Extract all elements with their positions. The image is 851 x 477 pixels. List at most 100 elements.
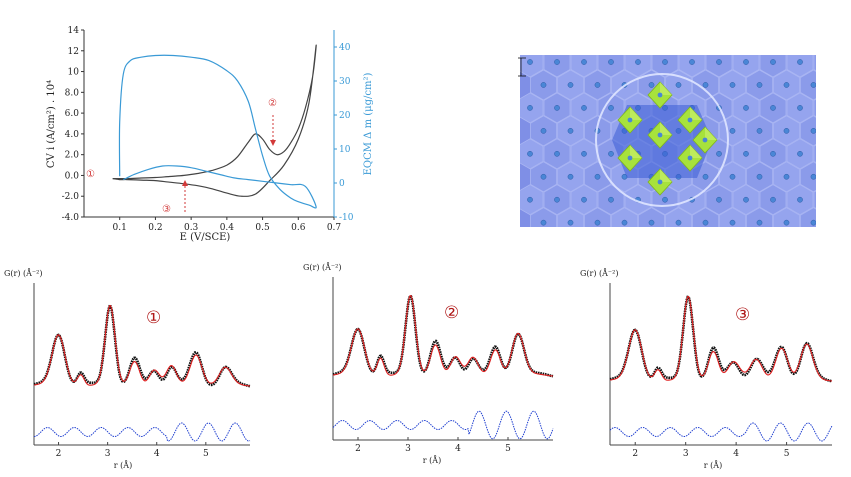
pdf-x-tick-label: 2 <box>355 444 361 454</box>
pdf-experiment-curve <box>33 304 251 388</box>
pdf-3-y-label: G(r) (Å⁻²) <box>580 269 618 278</box>
pdf-x-tick-label: 4 <box>455 444 461 454</box>
structure-tile <box>828 116 851 146</box>
cv-y-left-label: CV i (A/cm²) . 10⁴ <box>46 80 57 168</box>
structure-atom <box>527 59 533 65</box>
structure-tile <box>584 207 611 227</box>
structure-atom <box>581 196 587 203</box>
structure-atom <box>581 105 587 111</box>
cv-arrowhead-3 <box>182 180 188 186</box>
structure-tile <box>800 69 816 101</box>
structure-atom <box>567 219 574 226</box>
structure-tile <box>800 161 816 193</box>
structure-octahedra <box>612 81 718 196</box>
pdf-x-tick-label: 5 <box>784 449 790 459</box>
cv-y-left-tick-label: -2.0 <box>62 192 80 202</box>
structure-atom <box>554 196 560 203</box>
structure-atom <box>675 82 682 88</box>
structure-atom <box>797 59 803 65</box>
structure-atom <box>675 219 682 226</box>
structure-atom <box>527 150 533 157</box>
structure-tile <box>813 98 816 118</box>
structure-highlight-circle <box>595 73 729 207</box>
structure-atom <box>687 117 693 123</box>
pdf-panel-2: G(r) (Å⁻²) r (Å) ② 2 3 4 5 <box>303 263 554 465</box>
structure-atom <box>540 173 547 180</box>
structure-atom <box>702 173 709 180</box>
pdf-1-y-label: G(r) (Å⁻²) <box>4 269 42 278</box>
cv-x-tick-label: 0.4 <box>220 223 235 233</box>
cv-y-right-tick-label: 10 <box>339 145 351 155</box>
structure-atom <box>621 219 628 226</box>
pdf-3-x-label: r (Å) <box>704 461 722 470</box>
structure-atom <box>716 59 722 65</box>
structure-atom <box>743 150 749 157</box>
cv-x-label: E (V/SCE) <box>180 232 231 243</box>
structure-atom <box>716 196 722 203</box>
structure-atom <box>838 220 843 225</box>
structure-atom <box>581 150 587 157</box>
cv-x-tick-label: 0.6 <box>291 223 306 233</box>
pdf-panel-1: G(r) (Å⁻²) r (Å) ① 2 3 4 5 <box>4 269 251 470</box>
structure-atom <box>810 173 816 180</box>
structure-atom <box>810 128 816 134</box>
pdf-x-tick-label: 3 <box>683 449 689 459</box>
structure-octahedron-face <box>660 169 672 182</box>
structure-tile <box>800 115 816 147</box>
cv-annotation-3: ③ <box>162 204 171 215</box>
structure-atom <box>797 196 803 203</box>
cv-y-left-tick-label: 10 <box>68 68 80 78</box>
pdf-fit-curve <box>609 296 833 382</box>
structure-atom <box>729 82 736 88</box>
cv-arrowhead-2 <box>270 140 276 146</box>
structure-octahedron-face <box>690 107 702 120</box>
pdf-experiment-curve <box>609 295 833 383</box>
cv-y-left-tick-label: -4.0 <box>62 213 80 223</box>
pdf-fit-curve <box>332 295 554 377</box>
pdf-x-tick-label: 3 <box>405 444 411 454</box>
cv-eqcm-chart: 0.1 0.2 0.3 0.4 0.5 0.6 0.7 -4.0 -2.0 0.0 2.0 4.0 6… <box>46 26 374 243</box>
structure-tile <box>692 207 719 227</box>
pdf-x-tick-label: 4 <box>733 449 739 459</box>
structure-tile <box>570 55 598 78</box>
structure-tile <box>828 208 851 238</box>
structure-atom <box>608 196 614 203</box>
cv-y-right-label: EQCM Δ m (μg/cm²) <box>363 73 374 176</box>
structure-atom <box>567 128 574 134</box>
structure-atom <box>687 155 693 161</box>
cv-y-right-tick-label: -10 <box>339 213 354 223</box>
structure-octahedron-face <box>705 127 717 140</box>
structure-atom <box>756 219 763 226</box>
structure-atom <box>770 59 776 65</box>
pdf-difference-curve <box>609 422 833 442</box>
structure-atom <box>648 82 655 88</box>
pdf-x-tick-label: 5 <box>505 444 511 454</box>
structure-atom <box>838 128 843 133</box>
structure-atom <box>662 196 668 203</box>
structure-atom <box>824 59 829 64</box>
structure-atom <box>810 82 816 88</box>
structure-atom <box>729 173 736 180</box>
structure-atom <box>554 59 560 65</box>
structure-atom <box>770 105 776 111</box>
structure-atom <box>657 132 663 138</box>
structure-tile <box>813 144 816 163</box>
structure-atom <box>540 128 547 134</box>
pdf-x-tick-label: 2 <box>632 449 638 459</box>
pdf-fit-curve <box>33 305 251 387</box>
structure-tile <box>543 55 571 78</box>
structure-atom <box>567 173 574 180</box>
structure-atom <box>810 219 816 226</box>
cv-y-left-tick-label: 6.0 <box>65 109 80 119</box>
structure-atom <box>716 150 722 157</box>
structure-atom <box>838 82 843 87</box>
structure-atom <box>627 117 633 123</box>
cv-y-left-tick-label: 8.0 <box>65 88 80 98</box>
structure-atom <box>540 219 547 226</box>
cv-y-left-tick-label: 4.0 <box>65 130 80 140</box>
structure-tile <box>651 55 679 78</box>
cv-x-tick-label: 0.7 <box>327 223 342 233</box>
structure-atom <box>824 197 829 202</box>
cv-x-ticks: 0.1 0.2 0.3 0.4 0.5 0.6 0.7 <box>113 217 342 233</box>
